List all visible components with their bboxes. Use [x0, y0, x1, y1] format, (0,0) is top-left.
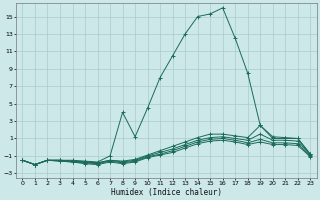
X-axis label: Humidex (Indice chaleur): Humidex (Indice chaleur): [111, 188, 222, 197]
